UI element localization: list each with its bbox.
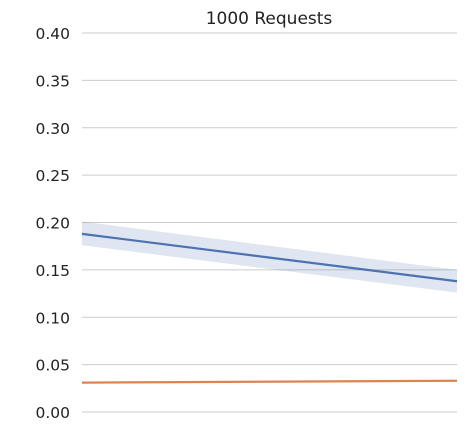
y-tick-label: 0.25 [35,167,70,185]
series-line-1 [81,232,458,283]
y-tick-label: 0.30 [35,120,70,138]
confidence-bands [82,221,457,384]
y-tick-label: 0.15 [35,262,70,280]
chart-title: 1000 Requests [206,9,333,29]
series-line-2 [81,379,458,384]
y-tick-label: 0.00 [35,404,70,422]
series-lines [81,232,458,384]
y-tick-label: 0.35 [35,72,70,90]
y-tick-label: 0.05 [35,357,70,375]
y-tick-label: 0.20 [35,215,70,233]
y-tick-label: 0.10 [35,309,70,327]
grid-layer [82,32,457,413]
y-tick-label: 0.40 [35,25,70,43]
y-axis-ticks: 0.00 0.05 0.10 0.15 0.20 0.25 0.30 0.35 0.40 [35,25,70,422]
